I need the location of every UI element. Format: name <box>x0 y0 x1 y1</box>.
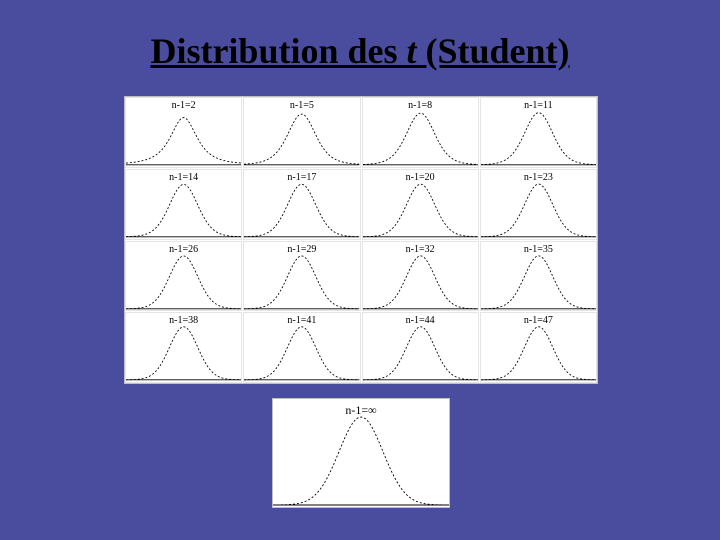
t-density-curve <box>126 327 241 380</box>
t-curve <box>244 170 359 239</box>
panel: n-1=44 <box>362 312 479 383</box>
t-density-curve <box>273 417 449 505</box>
panel: n-1=38 <box>125 312 242 383</box>
slide: Distribution des t (Student) n-1=2n-1=5n… <box>0 0 720 540</box>
title-suffix: (Student) <box>417 31 570 71</box>
t-curve <box>126 98 241 167</box>
t-curve <box>481 313 596 382</box>
panel: n-1=2 <box>125 97 242 168</box>
t-curve <box>244 98 359 167</box>
panel: n-1=8 <box>362 97 479 168</box>
t-density-curve <box>363 255 478 308</box>
panel: n-1=35 <box>480 241 597 312</box>
panel: n-1=23 <box>480 169 597 240</box>
panel: n-1=17 <box>243 169 360 240</box>
t-curve <box>363 98 478 167</box>
panel: n-1=41 <box>243 312 360 383</box>
t-curve <box>481 170 596 239</box>
panel: n-1=47 <box>480 312 597 383</box>
t-curve <box>481 98 596 167</box>
t-curve <box>363 242 478 311</box>
t-density-curve <box>126 118 241 164</box>
t-density-curve <box>481 113 596 165</box>
t-curve <box>481 242 596 311</box>
t-curve <box>273 399 449 507</box>
t-curve <box>244 242 359 311</box>
panel: n-1=5 <box>243 97 360 168</box>
big-panel: n-1=∞ <box>272 398 450 508</box>
t-density-curve <box>126 255 241 308</box>
panel: n-1=14 <box>125 169 242 240</box>
t-curve <box>363 313 478 382</box>
t-curve <box>126 242 241 311</box>
title-prefix: Distribution des <box>150 31 406 71</box>
t-density-curve <box>244 114 359 164</box>
t-density-curve <box>363 327 478 380</box>
small-multiples-grid: n-1=2n-1=5n-1=8n-1=11n-1=14n-1=17n-1=20n… <box>124 96 598 384</box>
t-density-curve <box>244 255 359 308</box>
t-density-curve <box>244 184 359 236</box>
t-curve <box>126 170 241 239</box>
t-density-curve <box>481 184 596 237</box>
panel: n-1=11 <box>480 97 597 168</box>
panel: n-1=20 <box>362 169 479 240</box>
t-density-curve <box>481 255 596 308</box>
t-curve <box>126 313 241 382</box>
t-density-curve <box>363 184 478 237</box>
t-density-curve <box>481 327 596 380</box>
t-curve <box>244 313 359 382</box>
t-density-curve <box>244 327 359 380</box>
panel: n-1=32 <box>362 241 479 312</box>
panel: n-1=29 <box>243 241 360 312</box>
title-italic: t <box>407 31 417 71</box>
panel: n-1=26 <box>125 241 242 312</box>
t-density-curve <box>363 113 478 164</box>
t-density-curve <box>126 184 241 236</box>
t-curve <box>363 170 478 239</box>
slide-title: Distribution des t (Student) <box>0 30 720 72</box>
